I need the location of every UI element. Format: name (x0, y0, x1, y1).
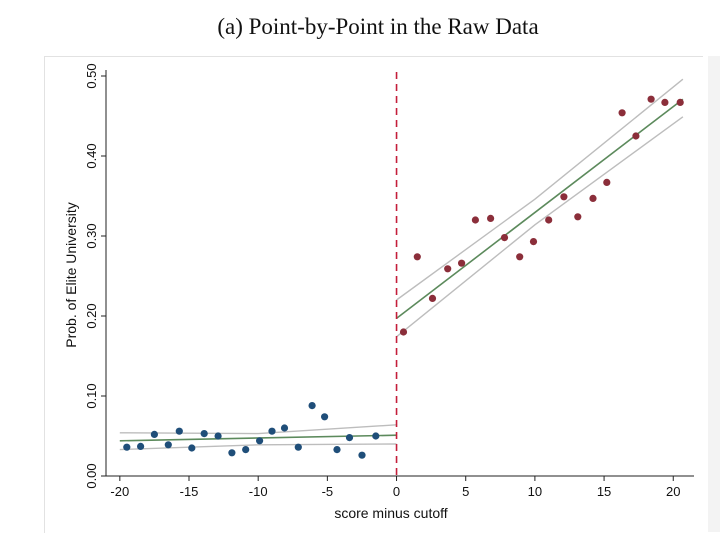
plot-panel-edge (708, 56, 720, 532)
x-tick-label: 0 (393, 484, 400, 499)
data-point-below-1 (123, 443, 131, 451)
data-point-below-11 (256, 437, 264, 445)
ci-upper-line-above-cutoff (396, 78, 684, 301)
fit-line-above-cutoff (396, 98, 684, 320)
data-point-below-20 (372, 432, 380, 440)
chart-title: (a) Point-by-Point in the Raw Data (217, 14, 539, 39)
x-tick-label: -10 (249, 484, 268, 499)
y-tick-label: 0.30 (84, 223, 99, 248)
data-point-above-15 (603, 178, 611, 186)
data-point-below-3 (150, 430, 158, 438)
data-point-above-1 (399, 328, 408, 336)
y-tick-label: 0.00 (84, 463, 99, 488)
data-point-above-6 (471, 216, 479, 224)
data-point-below-7 (200, 430, 208, 438)
x-tick-label: -15 (180, 484, 199, 499)
y-tick-label: 0.50 (84, 63, 99, 88)
x-tick-label: 10 (528, 484, 542, 499)
data-point-below-12 (268, 427, 276, 435)
data-point-above-4 (444, 265, 452, 273)
data-point-below-4 (164, 441, 172, 449)
confidence-bands (119, 78, 684, 451)
x-axis-title: score minus cutoff (334, 505, 447, 521)
ci-lower-line-above-cutoff (396, 116, 684, 338)
x-tick-label: 15 (597, 484, 611, 499)
data-point-below-19 (358, 451, 366, 459)
data-point-above-19 (661, 98, 669, 106)
data-point-below-15 (308, 402, 316, 410)
data-point-above-5 (458, 259, 466, 267)
data-point-below-10 (242, 446, 250, 454)
data-point-below-14 (294, 443, 302, 451)
data-point-below-9 (228, 449, 236, 457)
data-point-below-5 (175, 427, 183, 435)
data-point-below-13 (280, 424, 289, 432)
y-tick-label: 0.10 (84, 383, 99, 408)
data-point-below-2 (137, 442, 145, 450)
ci-lower-line-below-cutoff (119, 443, 397, 451)
tick-labels: -20 -15 -10 -5 0 5 10 15 20 0.00 0.10 0.20 0.30 0.40 0… (84, 63, 680, 499)
data-point-below-6 (188, 444, 196, 452)
ci-upper-line-below-cutoff (119, 424, 397, 435)
data-point-above-20 (676, 98, 684, 106)
data-point-above-9 (516, 253, 524, 261)
y-tick-label: 0.20 (84, 303, 99, 328)
data-point-above-10 (529, 238, 538, 246)
data-point-above-7 (487, 214, 495, 222)
data-point-above-14 (589, 194, 597, 202)
data-point-below-18 (345, 434, 354, 442)
y-axis-title: Prob. of Elite University (63, 202, 79, 348)
data-point-above-2 (413, 253, 421, 261)
data-point-above-17 (632, 132, 640, 140)
data-point-below-16 (321, 413, 329, 421)
data-point-above-16 (618, 109, 626, 117)
plot-panel (44, 56, 703, 533)
x-tick-label: 5 (462, 484, 469, 499)
data-points (123, 95, 684, 459)
axes (101, 70, 694, 481)
data-point-above-13 (574, 213, 582, 221)
x-tick-label: -5 (322, 484, 334, 499)
y-tick-label: 0.40 (84, 143, 99, 168)
data-point-above-18 (647, 95, 655, 103)
data-point-above-3 (428, 294, 437, 302)
data-point-above-11 (545, 216, 553, 224)
data-point-below-17 (333, 446, 341, 454)
x-tick-label: 20 (666, 484, 680, 499)
data-point-above-8 (500, 234, 509, 242)
data-point-above-12 (560, 193, 568, 201)
x-tick-label: -20 (110, 484, 129, 499)
fit-lines (119, 98, 684, 442)
data-point-below-8 (214, 432, 222, 440)
